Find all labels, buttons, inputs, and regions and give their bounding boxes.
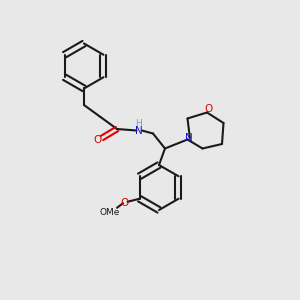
Text: O: O	[120, 198, 129, 208]
Text: N: N	[185, 133, 193, 143]
Text: O: O	[93, 135, 102, 146]
Text: O: O	[204, 104, 212, 114]
Text: H: H	[136, 119, 142, 128]
Text: N: N	[135, 125, 143, 136]
Text: OMe: OMe	[100, 208, 120, 217]
